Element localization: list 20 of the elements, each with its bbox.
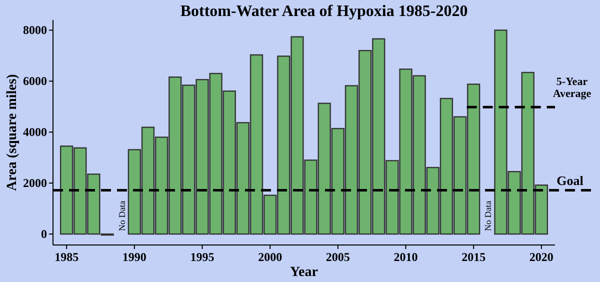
x-tick-label: 1995 — [190, 250, 214, 264]
y-tick-label: 4000 — [23, 125, 47, 140]
y-tick-label: 8000 — [23, 23, 47, 38]
x-tick-label: 2010 — [394, 250, 418, 264]
x-tick-label: 1990 — [122, 250, 146, 264]
x-tick-label: 2015 — [462, 250, 486, 264]
ref-line-label: Goal — [556, 173, 584, 188]
y-tick-label: 6000 — [23, 74, 47, 88]
x-tick-label: 2005 — [326, 250, 350, 264]
y-tick-label: 0 — [41, 227, 47, 242]
chart-title: Bottom-Water Area of Hypoxia 1985-2020 — [180, 3, 468, 20]
x-tick-label: 2000 — [258, 250, 282, 264]
series-label: 5-Year Average — [552, 76, 592, 100]
y-axis-title: Area (square miles) — [5, 74, 20, 191]
x-axis-title: Year — [290, 265, 318, 280]
x-tick-label: 2020 — [529, 250, 554, 264]
y-tick-label: 2000 — [23, 176, 47, 190]
annotation: No Data — [483, 200, 494, 232]
x-tick-label: 1985 — [54, 250, 79, 264]
annotation: No Data — [116, 200, 127, 232]
